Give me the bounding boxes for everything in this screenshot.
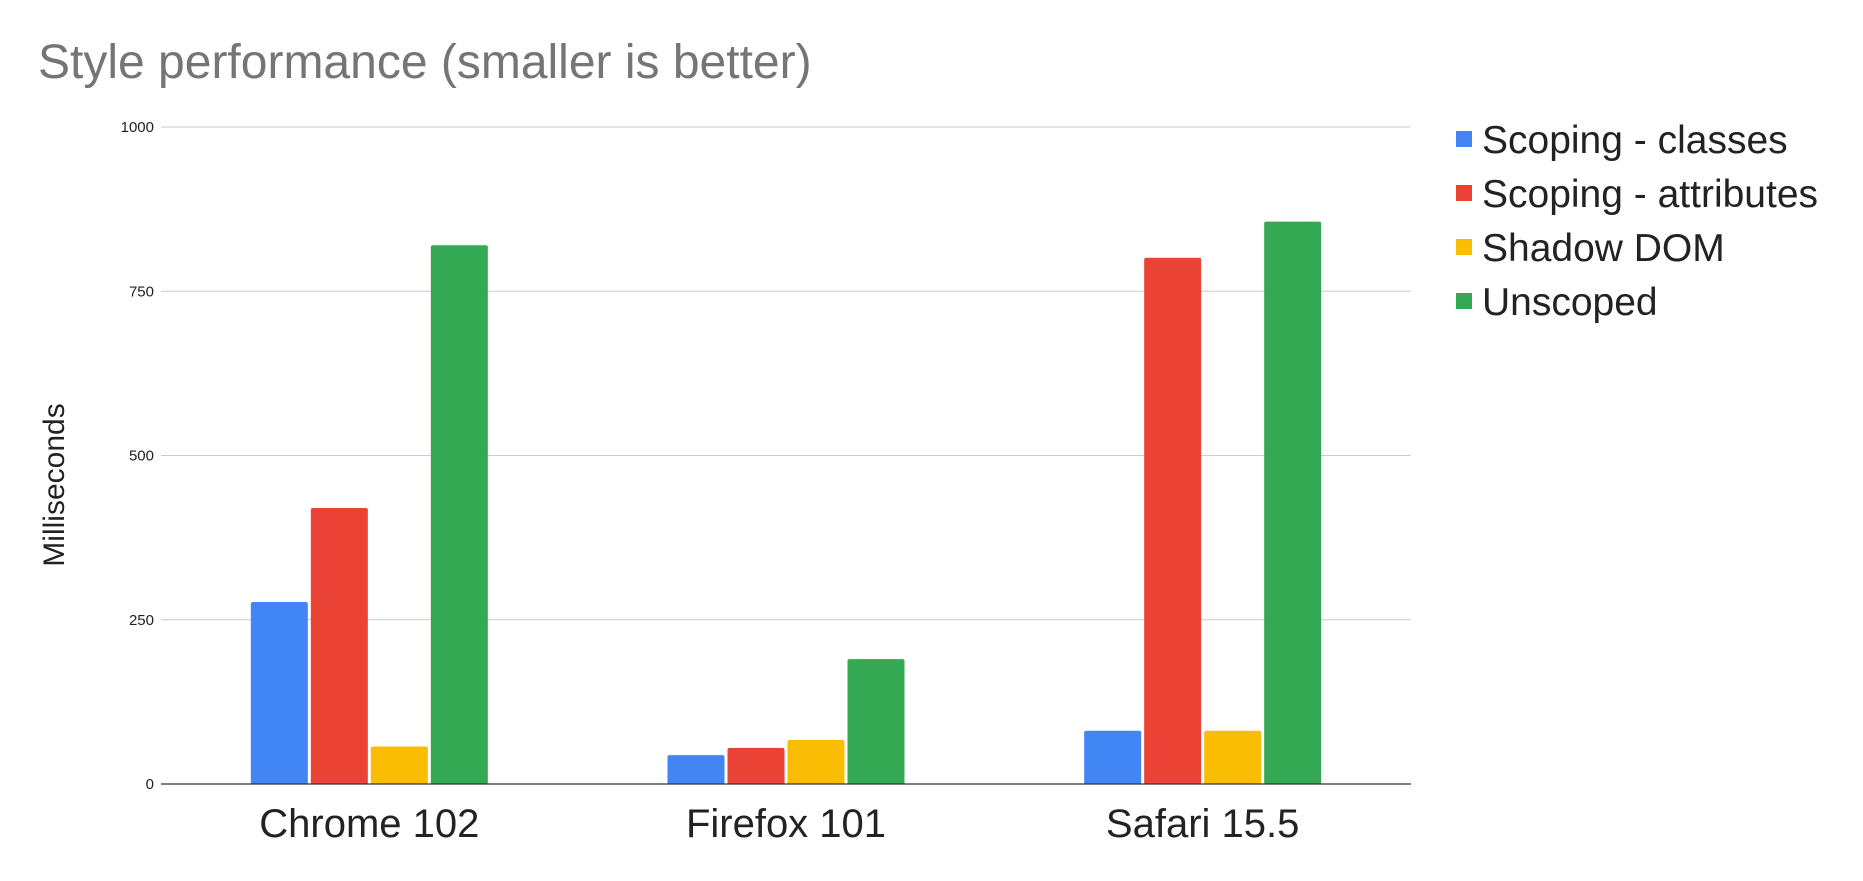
chart-title: Style performance (smaller is better) <box>38 36 812 89</box>
gridlines <box>161 126 1411 621</box>
bar <box>250 602 308 784</box>
legend-label: Scoping - attributes <box>1482 173 1818 216</box>
legend-swatch <box>1456 185 1472 201</box>
bar <box>1084 730 1142 784</box>
legend-label: Unscoped <box>1482 281 1658 324</box>
y-axis-label: Milliseconds <box>38 403 71 566</box>
bar <box>370 746 428 784</box>
legend-label: Scoping - classes <box>1482 119 1788 162</box>
legend-label: Shadow DOM <box>1482 227 1725 270</box>
legend-swatch <box>1456 293 1472 309</box>
legend: Scoping - classes Scoping - attributes Sha… <box>1456 119 1818 324</box>
y-tick-label: 500 <box>129 448 154 465</box>
bar <box>667 755 725 784</box>
legend-swatch <box>1456 131 1472 147</box>
x-tick-label: Chrome 102 <box>259 802 479 846</box>
y-tick-label: 0 <box>146 776 154 793</box>
y-tick-label: 1000 <box>121 119 154 136</box>
bar <box>1264 221 1322 784</box>
x-axis-ticks: Chrome 102 Firefox 101 Safari 15.5 <box>259 802 1299 846</box>
bars <box>250 221 1322 784</box>
bar <box>1144 257 1202 784</box>
bar <box>847 659 905 784</box>
y-tick-label: 250 <box>129 612 154 629</box>
bar <box>727 747 785 784</box>
bar <box>1204 730 1262 784</box>
bar <box>310 508 368 784</box>
y-tick-label: 750 <box>129 283 154 300</box>
x-tick-label: Safari 15.5 <box>1106 802 1299 846</box>
x-tick-label: Firefox 101 <box>686 802 886 846</box>
legend-swatch <box>1456 239 1472 255</box>
bar <box>430 245 488 784</box>
y-axis-ticks: 0 250 500 750 1000 <box>121 119 154 793</box>
bar <box>787 739 845 784</box>
